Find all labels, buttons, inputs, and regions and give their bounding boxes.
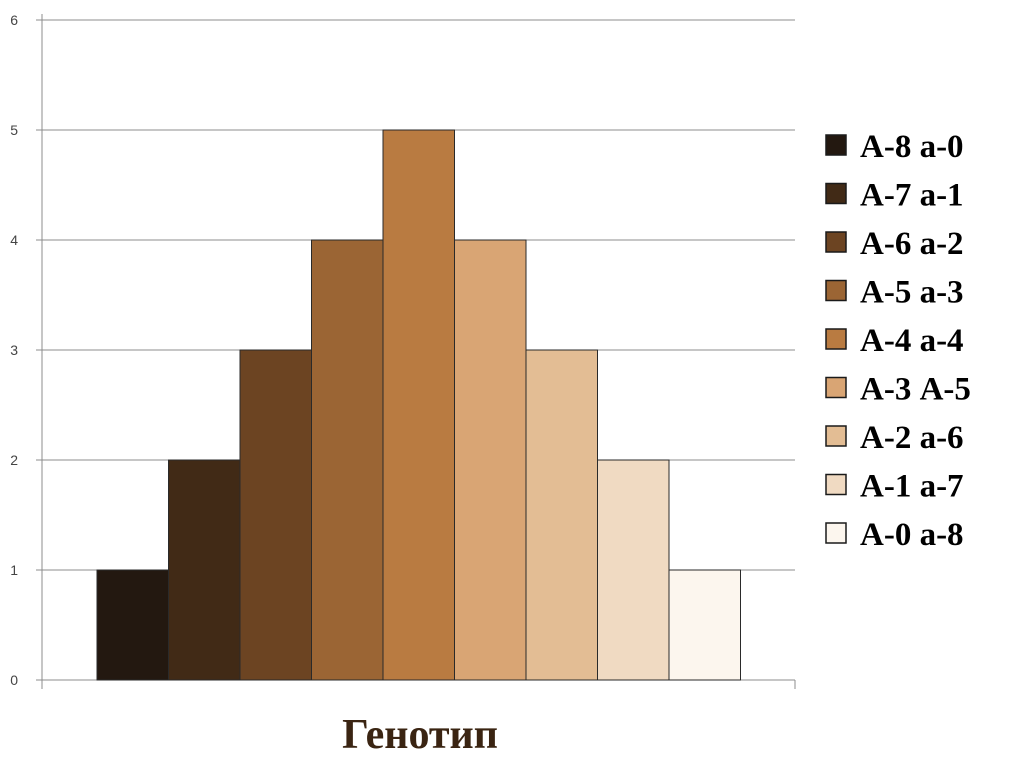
- bar-2: [168, 459, 241, 681]
- legend-swatch: [825, 182, 847, 205]
- legend-label: А-7 а-1: [860, 178, 964, 214]
- y-tick-label: 6: [10, 12, 18, 28]
- y-tick-label: 3: [10, 342, 18, 358]
- legend-swatch: [825, 376, 847, 399]
- legend-label: А-0 а-8: [860, 517, 964, 553]
- legend-swatch: [825, 522, 847, 544]
- legend-swatch: [825, 279, 847, 302]
- legend-swatch: [825, 231, 847, 253]
- legend-swatch: [825, 134, 847, 156]
- legend-label: А-8 а-0: [860, 129, 964, 165]
- legend-label: А-3 А-5: [860, 372, 971, 408]
- legend-swatch: [825, 328, 847, 350]
- bar-9: [668, 569, 741, 681]
- bar-7: [525, 349, 598, 681]
- y-tick-label: 0: [10, 672, 18, 688]
- bar-6: [454, 239, 527, 681]
- bars: [96, 129, 741, 681]
- legend-label: А-1 а-7: [860, 469, 964, 505]
- y-tick-label: 2: [10, 452, 18, 468]
- y-tick-label: 4: [10, 232, 18, 248]
- legend-label: А-4 а-4: [860, 323, 964, 359]
- legend-label: А-2 а-6: [860, 420, 964, 456]
- bar-4: [311, 239, 384, 681]
- y-tick-label: 1: [10, 562, 18, 578]
- legend: А-8 а-0 А-7 а-1 А-6 а-2 А-5 а-3 А-4 а-4 А-3 А…: [825, 129, 971, 553]
- bar-3: [239, 349, 312, 681]
- bar-1: [96, 569, 169, 681]
- legend-label: А-5 а-3: [860, 275, 964, 311]
- legend-swatch: [825, 425, 847, 447]
- y-tick-label: 5: [10, 122, 18, 138]
- legend-label: А-6 а-2: [860, 226, 964, 262]
- x-axis-title: Генотип: [342, 712, 498, 758]
- y-tick-labels: 0 1 2 3 4 5 6: [10, 12, 18, 688]
- bar-8: [597, 459, 670, 681]
- bar-5: [382, 129, 455, 681]
- legend-swatch: [825, 473, 847, 496]
